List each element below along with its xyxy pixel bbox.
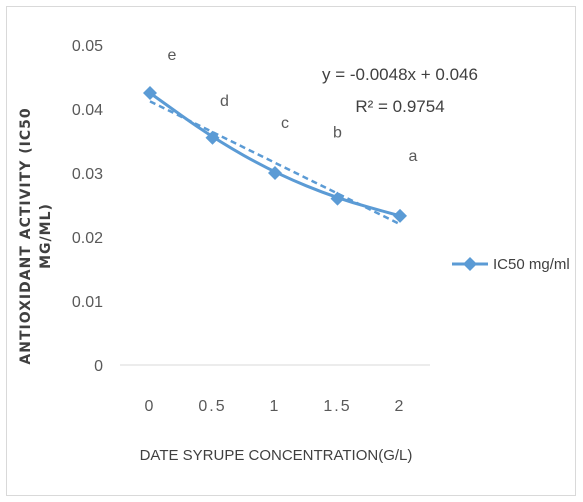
data-point-marker [330,191,345,206]
x-tick-label: 2 [395,398,406,415]
y-tick-label: 0.01 [72,294,103,311]
data-point-marker [143,86,157,100]
data-point-marker [268,166,282,180]
x-axis-title: DATE SYRUPE CONCENTRATION(G/L) [140,447,413,464]
significance-letter: a [409,148,418,165]
data-point-marker [205,130,220,145]
y-axis-ticks: 0 0.01 0.02 0.03 0.04 0.05 [72,38,103,375]
legend-marker [463,257,477,271]
y-tick-label: 0.04 [72,102,103,119]
x-tick-label: 1 [270,398,281,415]
x-tick-label: 0 [145,398,156,415]
y-tick-label: 0.03 [72,166,103,183]
y-axis-title-line-2: MG/ML) [38,203,54,269]
significance-letter: b [333,125,342,142]
legend-label: IC50 mg/ml [493,256,570,273]
y-axis-title: ANTIOXIDANT ACTIVITY (IC50 MG/ML) [18,107,54,364]
x-tick-label: 0.5 [198,398,226,415]
x-tick-label: 1.5 [323,398,351,415]
significance-letter: d [220,93,229,110]
significance-letter: c [281,115,289,132]
y-tick-label: 0 [94,358,103,375]
y-tick-label: 0.05 [72,38,103,55]
trendline-equation: y = -0.0048x + 0.046 [322,65,478,84]
chart-frame [6,6,576,496]
series-line [149,91,401,218]
y-axis-title-line-1: ANTIOXIDANT ACTIVITY (IC50 [18,107,34,364]
x-axis-ticks: 0 0.5 1 1.5 2 [145,398,406,415]
data-point-marker [393,208,407,223]
trendline-r-squared: R² = 0.9754 [355,97,444,116]
legend: IC50 mg/ml [452,256,570,273]
significance-letters: e d c b a [168,47,418,165]
significance-letter: e [168,47,177,64]
y-tick-label: 0.02 [72,230,103,247]
series-markers [143,86,407,223]
